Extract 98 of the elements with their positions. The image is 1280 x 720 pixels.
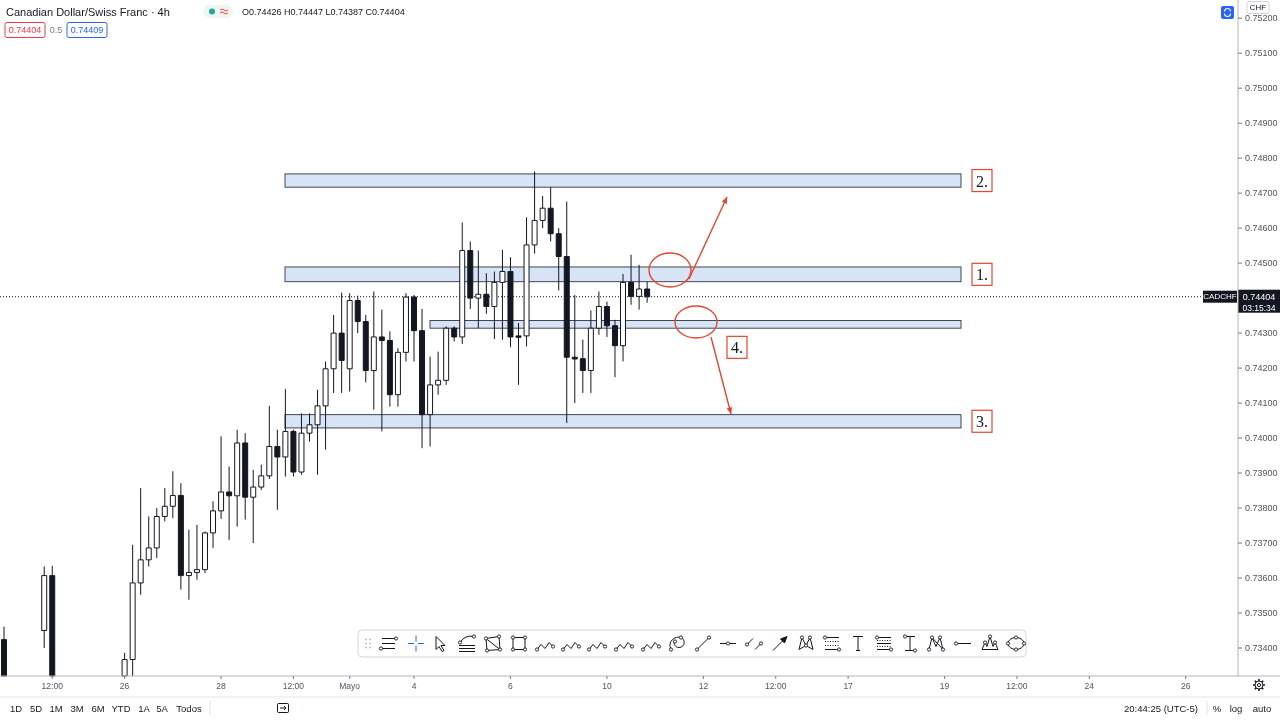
candlestick <box>427 356 434 447</box>
candlestick <box>210 500 217 549</box>
y-tick-label: 0.74300 <box>1245 328 1278 339</box>
annotation: 0.74404 <box>8 25 42 35</box>
text: log <box>1229 702 1243 714</box>
text: Canadian Dollar/Swiss Franc · 4h <box>6 6 170 18</box>
y-tick-label: 0.73400 <box>1245 643 1278 654</box>
y-tick-label: 0.73800 <box>1245 503 1278 514</box>
candlestick <box>177 482 184 591</box>
candlestick <box>250 469 257 544</box>
candlestick <box>218 435 225 520</box>
text: O0.74426 H0.74447 L0.74387 C0.74404 <box>242 7 405 17</box>
candlestick <box>153 507 160 559</box>
x-tick-label: 17 <box>843 681 854 691</box>
x-tick-label: 26 <box>119 681 130 691</box>
candlestick <box>193 524 200 581</box>
candlestick <box>555 227 562 291</box>
candlestick <box>386 330 393 408</box>
candlestick <box>1 626 8 677</box>
candlestick <box>362 314 369 383</box>
ref-line-label: CADCHF <box>1203 292 1237 302</box>
annotation: 0.5 <box>49 25 63 35</box>
text: 1A <box>138 702 151 714</box>
y-tick-label: 0.74800 <box>1245 153 1278 164</box>
candlestick <box>137 487 144 596</box>
x-tick-label: 28 <box>216 681 227 691</box>
x-tick-label: 24 <box>1084 681 1095 691</box>
x-tick-label: 26 <box>1181 681 1191 691</box>
x-tick-label: 12 <box>698 681 709 691</box>
candlestick <box>49 565 56 677</box>
text: Todos <box>176 702 202 714</box>
y-tick-label: 0.74100 <box>1245 398 1278 409</box>
candlestick <box>202 530 208 574</box>
x-tick-label: 4 <box>411 681 417 691</box>
y-tick-label: 0.74500 <box>1245 258 1278 269</box>
x-tick-label: Mayo <box>339 681 361 691</box>
candlestick <box>41 565 48 649</box>
candlestick <box>266 405 273 480</box>
y-tick-label: 0.74600 <box>1245 223 1278 234</box>
candlestick <box>611 319 618 378</box>
candlestick <box>443 325 450 386</box>
x-tick-label: 12:00 <box>282 681 305 691</box>
band-label: 4. <box>731 339 743 357</box>
y-tick-label: 0.73500 <box>1245 608 1278 619</box>
candlestick <box>274 429 281 511</box>
candlestick <box>587 309 594 394</box>
y-tick-label: 0.74000 <box>1245 433 1278 444</box>
candlestick <box>129 544 136 677</box>
y-tick-label: 0.73900 <box>1245 468 1278 479</box>
text: 20:44:25 (UTC-5) <box>1124 702 1198 714</box>
text: 03:15:34 <box>1242 302 1276 313</box>
y-tick-label: 0.73700 <box>1245 538 1278 549</box>
y-tick-label: 0.74200 <box>1245 363 1278 374</box>
candlestick <box>226 465 233 541</box>
y-tick-label: 0.75200 <box>1245 13 1278 24</box>
candlestick <box>378 309 385 432</box>
x-tick-label: 12:00 <box>41 681 64 691</box>
text: 5D <box>29 702 43 714</box>
x-tick-label: 10 <box>602 681 612 691</box>
x-tick-label: 12:00 <box>765 681 787 691</box>
candlestick <box>161 487 168 522</box>
candlestick <box>242 432 249 521</box>
candlestick <box>354 295 361 334</box>
text: auto <box>1252 702 1272 714</box>
y-tick-label: 0.74700 <box>1245 188 1278 199</box>
x-tick-label: 19 <box>939 681 950 691</box>
candlestick <box>145 515 152 567</box>
text: 0.74404 <box>1242 291 1276 302</box>
x-tick-label: 12:00 <box>1006 681 1028 691</box>
candlestick <box>394 347 401 408</box>
candlestick <box>258 464 265 491</box>
candlestick <box>603 301 610 338</box>
text: CHF <box>1249 3 1267 12</box>
y-tick-label: 0.75100 <box>1245 48 1278 59</box>
text: 3M <box>70 702 84 714</box>
text: % <box>1212 702 1222 714</box>
text: 5A <box>156 702 169 714</box>
candlestick <box>547 186 554 242</box>
annotation: 0.74409 <box>70 25 104 35</box>
candlestick <box>435 351 442 396</box>
candlestick <box>185 529 192 601</box>
candlestick <box>579 339 586 394</box>
x-tick-label: 6 <box>508 681 514 691</box>
text: 6M <box>91 702 105 714</box>
text: 1D <box>9 702 23 714</box>
candlestick <box>169 470 176 519</box>
candlestick <box>419 308 426 449</box>
text: 1M <box>49 702 63 714</box>
candlestick <box>121 652 128 677</box>
candlestick <box>234 429 241 528</box>
band-label: 1. <box>976 266 988 284</box>
band-label: 3. <box>976 413 988 431</box>
y-tick-label: 0.75000 <box>1245 83 1278 94</box>
band-label: 2. <box>976 172 988 190</box>
candlestick <box>451 325 458 342</box>
y-tick-label: 0.74900 <box>1245 118 1278 129</box>
y-tick-label: 0.73600 <box>1245 573 1278 584</box>
text: YTD <box>111 702 131 714</box>
